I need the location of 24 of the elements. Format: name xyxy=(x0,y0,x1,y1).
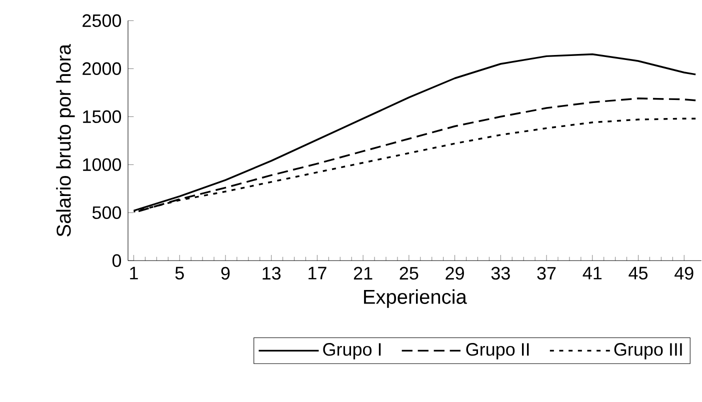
x-tick-label: 9 xyxy=(221,266,230,280)
legend-label: Grupo II xyxy=(466,343,529,360)
x-tick-label: 13 xyxy=(262,266,281,280)
x-tick-label: 49 xyxy=(674,266,694,280)
x-tick-label: 33 xyxy=(491,266,510,280)
x-tick-label: 17 xyxy=(308,266,326,280)
x-tick-label: 25 xyxy=(400,266,418,280)
y-tick-label: 2500 xyxy=(82,14,122,28)
x-tick-label: 5 xyxy=(175,266,184,280)
x-tick-label: 37 xyxy=(537,266,556,280)
legend-label: Grupo I xyxy=(323,343,381,360)
y-tick-label: 500 xyxy=(92,206,122,220)
x-tick-label: 1 xyxy=(130,266,138,280)
y-tick-label: 1500 xyxy=(83,110,122,124)
x-tick-label: 41 xyxy=(582,266,602,280)
y-tick-label: 0 xyxy=(112,254,122,268)
x-tick-label: 21 xyxy=(354,266,372,280)
y-tick-label: 1000 xyxy=(83,158,122,172)
x-axis-title: Experiencia xyxy=(364,289,467,308)
x-tick-label: 45 xyxy=(628,266,648,280)
y-axis-title: Salario bruto por hora xyxy=(56,44,75,236)
x-tick-label: 29 xyxy=(446,266,464,280)
legend-label: Grupo III xyxy=(614,343,682,360)
y-tick-label: 2000 xyxy=(82,62,122,76)
